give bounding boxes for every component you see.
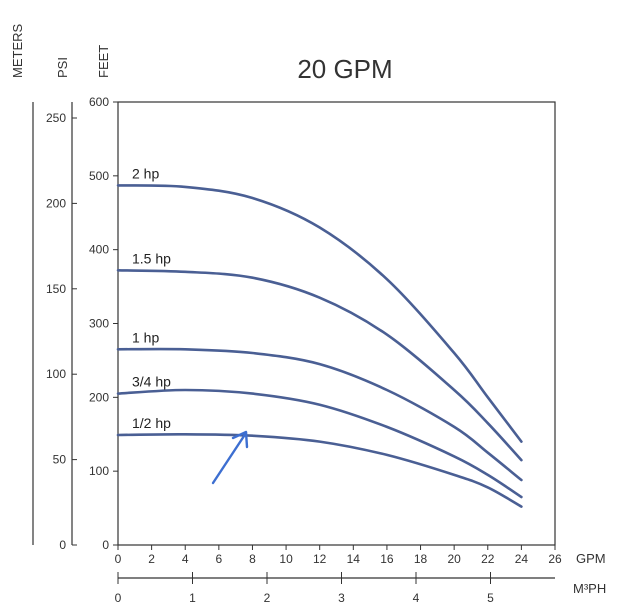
x2-tick-label: 4 xyxy=(413,591,420,605)
feet-tick-label: 0 xyxy=(102,538,109,552)
x2-tick-label: 2 xyxy=(264,591,271,605)
series-label: 1 hp xyxy=(132,329,159,345)
x-tick-label: 4 xyxy=(182,552,189,566)
feet-tick-label: 100 xyxy=(89,464,109,478)
x-tick-label: 8 xyxy=(249,552,256,566)
plot-frame xyxy=(117,101,556,546)
x-tick-label: 10 xyxy=(279,552,293,566)
series-label: 1/2 hp xyxy=(132,415,171,431)
feet-axis-label: FEET xyxy=(96,45,111,78)
psi-tick-label: 100 xyxy=(46,367,66,381)
m3ph-axis-label: M³PH xyxy=(573,581,606,596)
series-line xyxy=(116,347,523,482)
series-line xyxy=(116,432,523,508)
psi-tick-label: 250 xyxy=(46,111,66,125)
x-tick-label: 24 xyxy=(515,552,529,566)
x-tick-label: 0 xyxy=(115,552,122,566)
x-tick-label: 14 xyxy=(347,552,361,566)
curves-layer: 2 hp 1.5 hp 1 hp 3/4 hp 1/2 hp xyxy=(116,165,523,508)
ticks-layer: 0 2 4 6 8 10 12 14 16 18 20 22 24 260 1 2 3 4 501002003004… xyxy=(46,95,562,605)
feet-tick-label: 200 xyxy=(89,390,109,404)
series-line xyxy=(116,184,523,443)
series-label: 1.5 hp xyxy=(132,250,171,266)
x2-tick-label: 3 xyxy=(338,591,345,605)
meters-axis-label: METERS xyxy=(10,24,25,79)
psi-axis-label: PSI xyxy=(55,57,70,78)
x-tick-label: 26 xyxy=(548,552,562,566)
feet-tick-label: 500 xyxy=(89,169,109,183)
x2-tick-label: 0 xyxy=(115,591,122,605)
x-tick-label: 12 xyxy=(313,552,327,566)
psi-tick-label: 0 xyxy=(59,538,66,552)
feet-tick-label: 300 xyxy=(89,317,109,331)
gpm-axis-label: GPM xyxy=(576,551,606,566)
psi-tick-label: 150 xyxy=(46,282,66,296)
chart-title: 20 GPM xyxy=(297,54,392,84)
annotation-arrow-icon xyxy=(211,430,249,485)
x-tick-label: 2 xyxy=(148,552,155,566)
feet-tick-label: 600 xyxy=(89,95,109,109)
x-tick-label: 6 xyxy=(216,552,223,566)
series-line xyxy=(116,269,523,462)
x-tick-label: 18 xyxy=(414,552,428,566)
series-line xyxy=(116,388,523,499)
x-tick-label: 22 xyxy=(481,552,495,566)
x-tick-label: 20 xyxy=(447,552,461,566)
psi-tick-label: 50 xyxy=(53,453,67,467)
series-label: 3/4 hp xyxy=(132,374,171,390)
x2-tick-label: 5 xyxy=(487,591,494,605)
series-label: 2 hp xyxy=(132,165,159,181)
psi-tick-label: 200 xyxy=(46,196,66,210)
feet-tick-label: 400 xyxy=(89,243,109,257)
x-tick-label: 16 xyxy=(380,552,394,566)
x2-tick-label: 1 xyxy=(189,591,196,605)
